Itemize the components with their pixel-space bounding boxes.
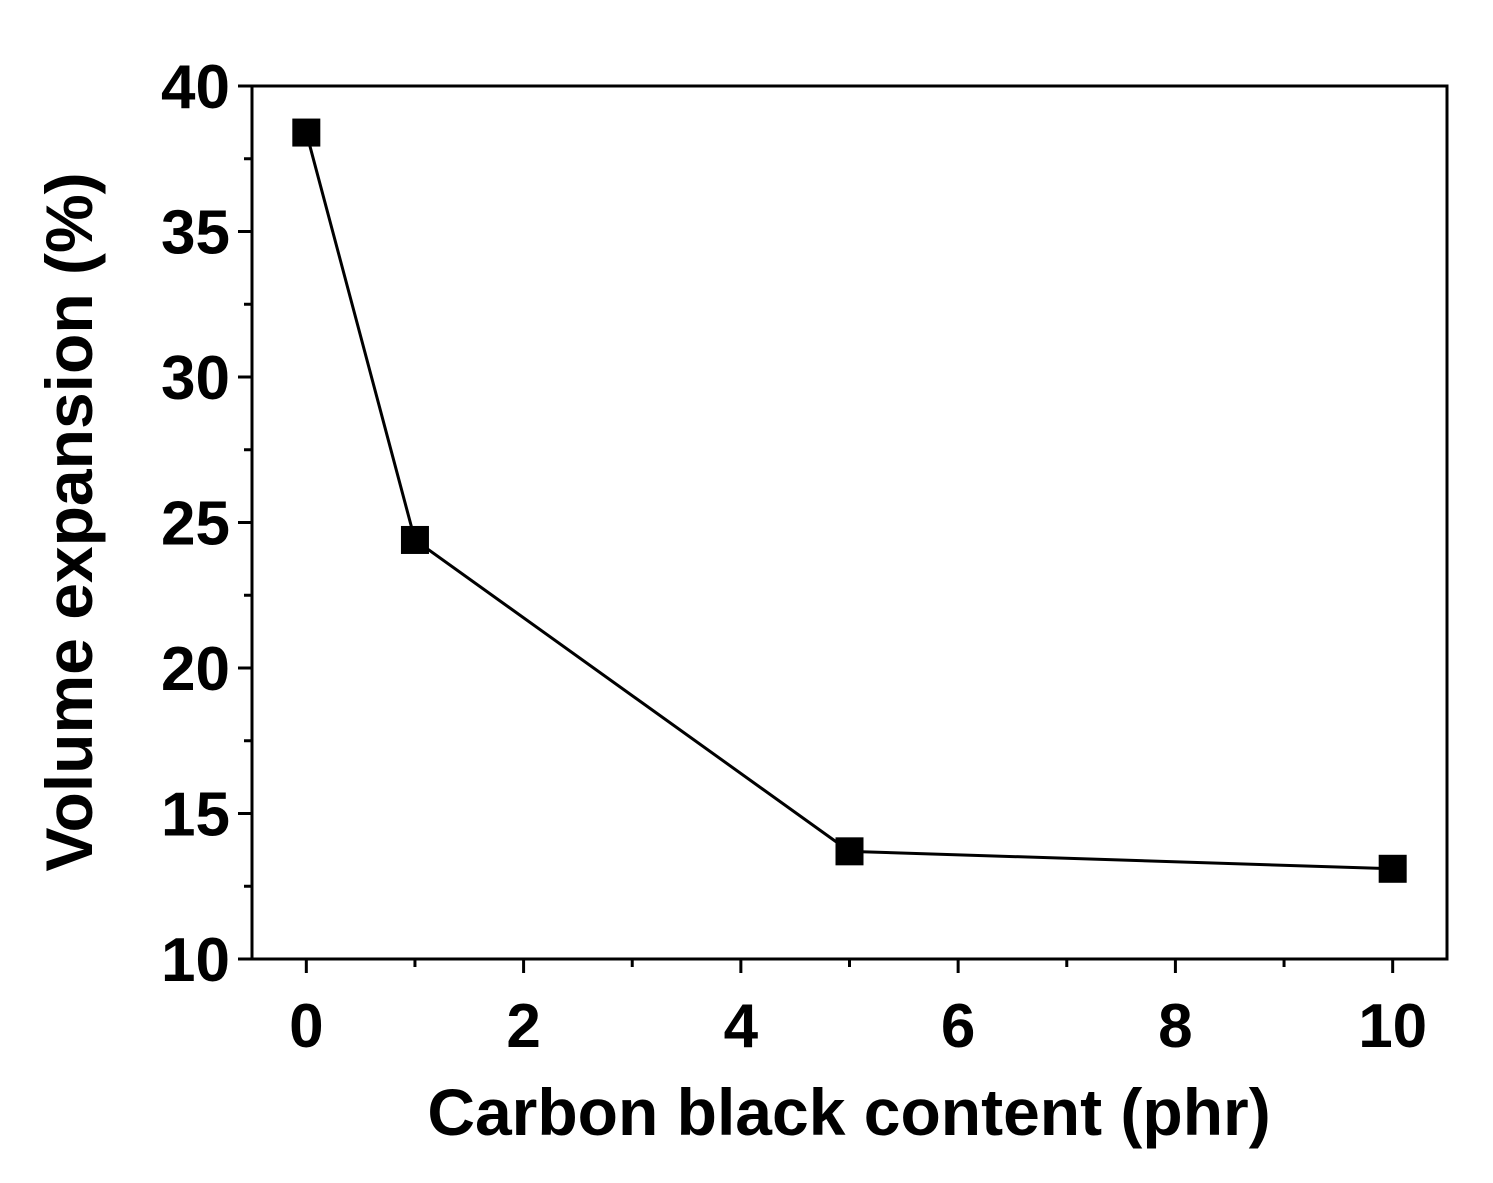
y-tick-label: 25 [161, 490, 230, 559]
series-line [304, 132, 1393, 871]
x-axis-title: Carbon black content (phr) [427, 1075, 1270, 1149]
y-tick-label: 30 [161, 344, 230, 413]
data-markers [292, 118, 1407, 883]
x-tick-label: 2 [506, 992, 540, 1061]
y-tick-label: 10 [161, 926, 230, 995]
x-tick-label: 10 [1358, 992, 1427, 1061]
data-point-marker [400, 525, 429, 554]
x-tick-label: 8 [1158, 992, 1192, 1061]
y-tick-label: 35 [161, 199, 230, 268]
tick-labels: 0 2 4 6 8 10 10 15 20 25 30 35 40 [161, 53, 1427, 1061]
data-point-marker [835, 837, 864, 866]
y-axis-title: Volume expansion (%) [32, 172, 106, 871]
data-point-marker [292, 118, 321, 147]
plot-frame [250, 84, 1449, 961]
y-tick-label: 20 [161, 635, 230, 704]
x-tick-label: 0 [289, 992, 323, 1061]
axis-ticks [238, 84, 1395, 973]
x-tick-label: 6 [941, 992, 975, 1061]
y-tick-label: 40 [161, 53, 230, 122]
data-point-marker [1378, 854, 1407, 883]
x-tick-label: 4 [724, 992, 759, 1061]
y-tick-label: 15 [161, 781, 230, 850]
